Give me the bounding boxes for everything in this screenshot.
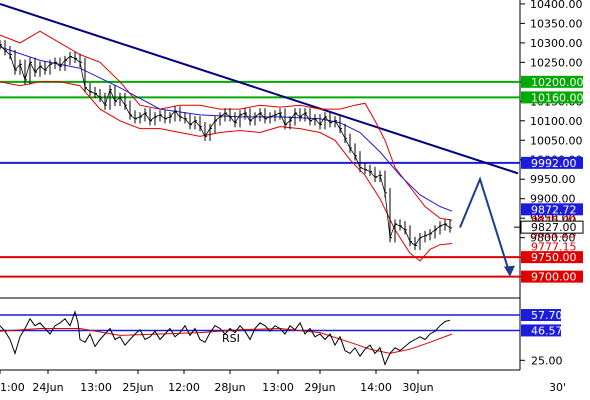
forecast-arrow: [459, 176, 511, 275]
price-tag-bg: [521, 203, 583, 216]
x-tick-label: 30Jun: [402, 381, 433, 394]
x-tick-label: 1:00: [0, 381, 25, 394]
level-tag-bg: [521, 91, 583, 104]
x-tick-label: 13:00: [262, 381, 294, 394]
bollinger-upper: [0, 30, 453, 221]
level-tag-bg: [521, 156, 583, 169]
level-tag-label: 9750.00: [531, 251, 577, 264]
price-tag-label: 9777.15: [531, 241, 577, 254]
price-tag-bg: [520, 220, 584, 234]
forecast-arrowhead: [504, 265, 515, 277]
x-tick-label: 12:00: [168, 381, 200, 394]
rsi-y-tick-label: 25.00: [531, 354, 563, 367]
x-tick-label: 25Jun: [122, 381, 153, 394]
x-axis: 1:00 24Jun 13:00 25Jun 12:00 28Jun 13:00 29Jun 1…: [0, 369, 520, 394]
price-y-tick-label: 9900.00: [530, 193, 576, 206]
price-y-tick-label: 10400.00: [530, 0, 583, 11]
x-tick-label: 24Jun: [32, 381, 63, 394]
level-tag-bg: [521, 270, 583, 283]
price-y-tick-label: 10350.00: [530, 17, 583, 30]
price-panel: 10400.00 10350.00 10300.00 10250.00 10200.00…: [0, 0, 584, 284]
x-tick-label: 13:00: [80, 381, 112, 394]
rsi-level-tag-bg: [521, 309, 561, 322]
rsi-line: [0, 310, 451, 366]
level-tag-label: 9700.00: [531, 271, 577, 284]
rsi-label: RSI: [222, 332, 240, 345]
level-tag-label: 9992.00: [531, 157, 577, 170]
price-line: [0, 44, 451, 247]
price-tag-label: 9827.00: [531, 221, 577, 234]
level-tag-bg: [521, 251, 583, 264]
level-tag-bg: [521, 75, 583, 88]
x-tick-label: 28Jun: [214, 381, 245, 394]
price-y-tick-label: 10250.00: [530, 56, 583, 69]
x-tick-label: 14:00: [360, 381, 392, 394]
level-tag-label: 10160.00: [531, 91, 584, 104]
price-y-tick-label: 9800.00: [530, 232, 576, 245]
rsi-level-tag-label: 46.57: [531, 324, 563, 337]
rsi-panel: 57.70 46.57 25.00: [0, 297, 563, 367]
x-tick-label: 29Jun: [304, 381, 335, 394]
price-y-tick-label: 9950.00: [530, 173, 576, 186]
price-tag-label: 9872.72: [531, 203, 577, 216]
price-y-tick-label: 10100.00: [530, 115, 583, 128]
level-tag-label: 10200.00: [531, 76, 584, 89]
price-bars: [0, 40, 452, 251]
rsi-level-tag-label: 57.70: [531, 309, 563, 322]
timeframe-label: 30': [549, 381, 566, 394]
price-y-tick-label: 10050.00: [530, 134, 583, 147]
trendline: [0, 2, 519, 175]
bollinger-lower: [0, 81, 453, 262]
rsi-level-tag-bg: [521, 324, 561, 337]
price-y-tick-label: 10300.00: [530, 37, 583, 50]
